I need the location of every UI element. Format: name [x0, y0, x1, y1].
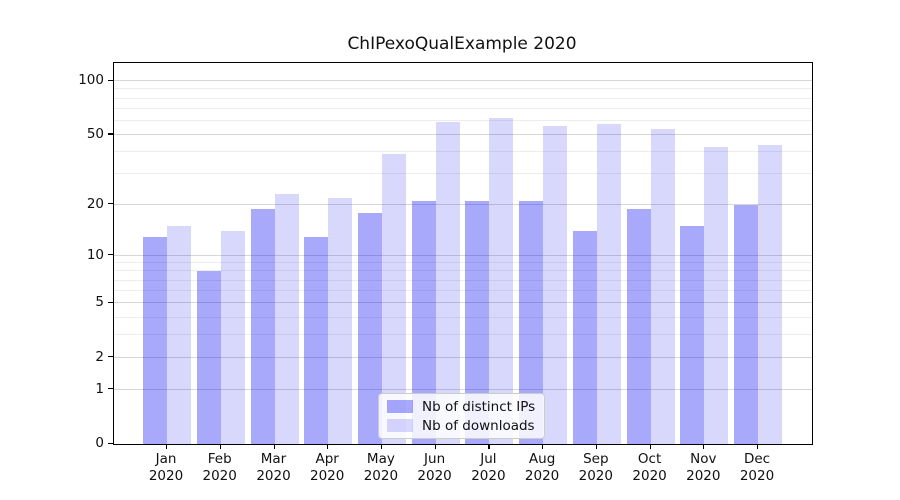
x-tick-label-apr: Apr 2020 [310, 451, 345, 484]
bar-distinct-ips [250, 208, 275, 444]
x-tick-label-nov: Nov 2020 [686, 451, 721, 484]
y-tick-label: 100 [78, 72, 104, 89]
y-tick-mark [108, 388, 113, 390]
x-tick-label-jun: Jun 2020 [417, 451, 452, 484]
x-tick-mark [273, 444, 275, 449]
x-tick-mark [434, 444, 436, 449]
major-gridline [114, 302, 812, 304]
minor-gridline [114, 107, 812, 109]
bar-downloads [758, 144, 782, 444]
x-tick-label-aug: Aug 2020 [524, 451, 560, 484]
legend-swatch-downloads [387, 419, 413, 432]
bar-distinct-ips [357, 212, 382, 444]
x-tick-mark [757, 444, 759, 449]
bar-downloads [596, 123, 621, 444]
x-tick-mark [649, 444, 651, 449]
y-tick-mark [108, 301, 113, 303]
minor-gridline [114, 279, 812, 281]
legend-item-downloads: Nb of downloads [387, 418, 536, 434]
minor-gridline [114, 88, 812, 90]
y-tick-mark [108, 254, 113, 256]
bar-downloads [274, 194, 299, 444]
bar-downloads [328, 197, 353, 444]
bar-distinct-ips [572, 231, 597, 444]
major-gridline [114, 203, 812, 205]
bar-distinct-ips [196, 271, 221, 444]
x-tick-label-oct: Oct 2020 [632, 451, 667, 484]
bar-downloads [543, 126, 568, 444]
bar-downloads [650, 129, 675, 444]
bar-downloads [435, 122, 460, 444]
x-tick-mark [703, 444, 705, 449]
y-tick-mark [108, 442, 113, 444]
x-tick-mark [327, 444, 329, 449]
major-gridline [114, 388, 812, 390]
minor-gridline [114, 97, 812, 99]
legend-item-distinct-ips: Nb of distinct IPs [387, 399, 536, 415]
major-gridline [114, 356, 812, 358]
y-tick-mark [108, 79, 113, 81]
legend: Nb of distinct IPs Nb of downloads [378, 393, 545, 439]
major-gridline [114, 133, 812, 135]
minor-gridline [114, 173, 812, 175]
y-tick-mark [108, 203, 113, 205]
x-tick-label-jan: Jan 2020 [148, 451, 184, 484]
bar-downloads [704, 146, 729, 444]
x-tick-label-sep: Sep 2020 [578, 451, 613, 484]
minor-gridline [114, 316, 812, 318]
x-tick-mark [166, 444, 168, 449]
x-tick-mark [380, 444, 383, 449]
y-tick-label: 10 [86, 246, 104, 263]
bar-distinct-ips [734, 204, 758, 444]
x-tick-label-may: May 2020 [363, 451, 399, 484]
x-tick-mark [488, 444, 490, 449]
minor-gridline [114, 119, 812, 121]
chart-title: ChIPexoQualExample 2020 [347, 34, 577, 54]
x-tick-mark [542, 444, 544, 449]
minor-gridline [114, 270, 812, 272]
x-tick-label-mar: Mar 2020 [256, 451, 291, 484]
y-tick-label: 20 [86, 195, 104, 212]
minor-gridline [114, 262, 812, 263]
minor-gridline [114, 151, 812, 153]
bar-distinct-ips [143, 236, 167, 444]
x-tick-label-dec: Dec 2020 [739, 451, 775, 484]
bar-distinct-ips [680, 226, 705, 444]
bar-downloads [489, 118, 514, 444]
x-tick-label-jul: Jul 2020 [471, 451, 506, 484]
major-gridline [114, 80, 812, 82]
y-tick-label: 2 [95, 348, 104, 365]
x-tick-label-feb: Feb 2020 [202, 451, 237, 484]
bar-downloads [167, 226, 191, 444]
y-tick-label: 50 [86, 125, 104, 142]
minor-gridline [114, 334, 812, 335]
bar-distinct-ips [626, 208, 651, 444]
legend-label-distinct-ips: Nb of distinct IPs [422, 398, 536, 415]
minor-gridline [114, 290, 812, 291]
x-tick-mark [595, 444, 597, 449]
plot-area: Nb of distinct IPs Nb of downloads [113, 62, 813, 445]
bar-downloads [220, 231, 245, 444]
y-tick-label: 5 [95, 294, 104, 311]
x-tick-mark [219, 444, 221, 449]
y-tick-label: 0 [95, 435, 104, 451]
y-tick-mark [108, 356, 113, 358]
bar-distinct-ips [304, 236, 329, 444]
y-tick-mark [108, 133, 113, 135]
y-tick-label: 1 [95, 380, 104, 397]
major-gridline [114, 254, 812, 256]
legend-label-downloads: Nb of downloads [422, 417, 535, 434]
legend-swatch-distinct-ips [387, 400, 413, 413]
